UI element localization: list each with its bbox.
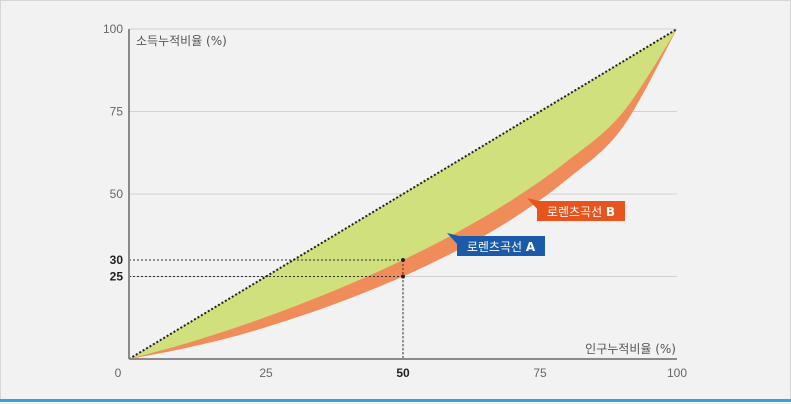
x-tick-label-0: 0 (115, 366, 122, 380)
label-text-curve_b: 로렌츠곡선 B (547, 205, 615, 219)
y-tick-label-75: 75 (110, 105, 124, 119)
x-tick-label-100: 100 (667, 366, 687, 380)
equality-line (128, 28, 678, 360)
x-tick-label-25: 25 (259, 366, 273, 380)
y-tick-label-25: 25 (110, 270, 124, 284)
reference-point-30 (401, 258, 405, 262)
x-axis-label: 인구누적비율 (%) (585, 342, 676, 356)
y-axis-label: 소득누적비율 (%) (136, 34, 227, 48)
label-text-curve_a: 로렌츠곡선 A (467, 240, 536, 254)
label-pointer-curve_b (527, 198, 539, 211)
y-tick-label-30: 30 (110, 253, 124, 267)
y-tick-label-100: 100 (103, 22, 123, 36)
accent-bar (0, 399, 791, 402)
label-box-curve_a (457, 236, 545, 256)
reference-point-25 (401, 274, 405, 279)
label-box-curve_b (537, 201, 625, 221)
y-tick-label-50: 50 (110, 187, 124, 201)
label-pointer-curve_a (447, 233, 459, 246)
x-tick-label-50: 50 (396, 366, 410, 380)
x-tick-label-75: 75 (533, 366, 547, 380)
